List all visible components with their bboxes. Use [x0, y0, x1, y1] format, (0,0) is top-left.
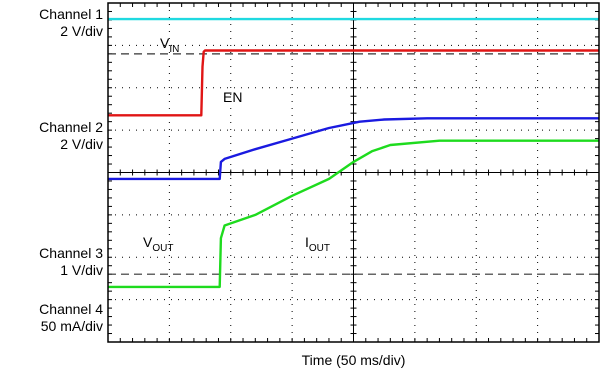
trace-iout	[108, 139, 599, 289]
trace-label-en: EN	[223, 89, 242, 105]
channel-4-label: Channel 4 50 mA/div	[39, 301, 103, 335]
channel-1-scale: 2 V/div	[60, 23, 103, 39]
trace-label-vout: VOUT	[143, 234, 173, 254]
plot-frame	[107, 2, 600, 343]
channel-4-name: Channel 4	[39, 301, 103, 317]
trace-label-iout: IOUT	[305, 234, 330, 254]
channel-3-label: Channel 3 1 V/div	[39, 245, 103, 279]
channel-2-scale: 2 V/div	[60, 136, 103, 152]
channel-2-label: Channel 2 2 V/div	[39, 119, 103, 153]
x-axis-label: Time (50 ms/div)	[301, 352, 406, 368]
channel-2-name: Channel 2	[39, 119, 103, 135]
channel-1-name: Channel 1	[39, 6, 103, 22]
channel-3-name: Channel 3	[39, 245, 103, 261]
channel-4-scale: 50 mA/div	[40, 318, 103, 334]
channel-3-scale: 1 V/div	[60, 262, 103, 278]
channel-1-label: Channel 1 2 V/div	[39, 6, 103, 40]
trace-label-vin: VIN	[160, 35, 179, 55]
trace-vout	[108, 117, 599, 181]
trace-en	[108, 49, 599, 117]
